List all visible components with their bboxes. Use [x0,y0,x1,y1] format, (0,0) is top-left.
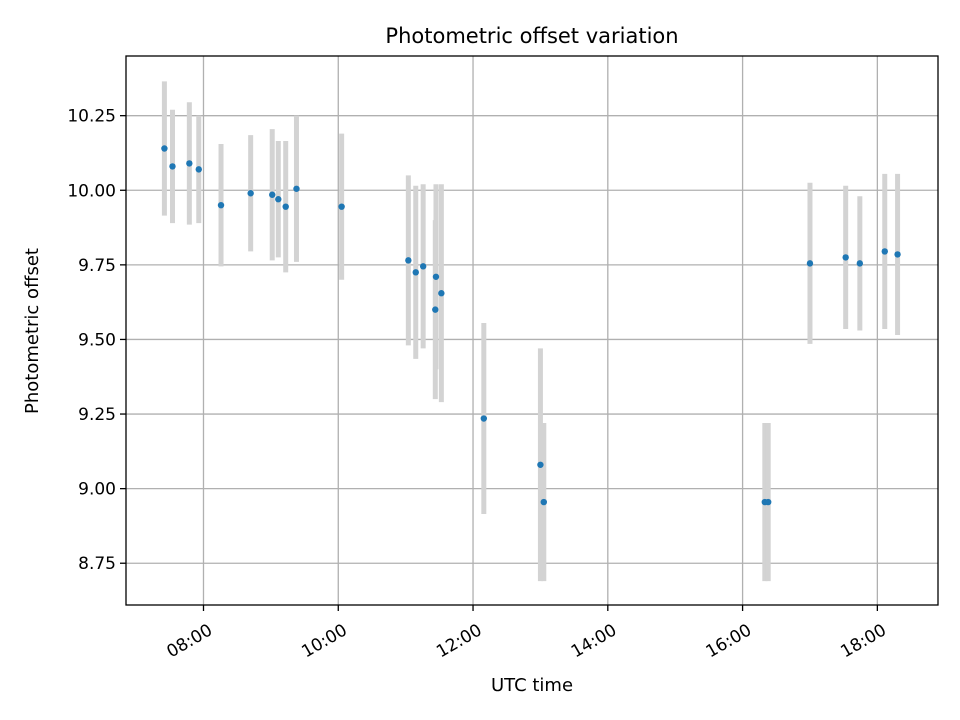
errorbar-layer [161,81,901,582]
y-tick-label: 10.25 [67,107,116,127]
data-point [405,257,412,264]
data-point [195,166,202,173]
data-point [282,203,289,210]
y-axis-label: Photometric offset [22,248,43,414]
data-point [293,185,300,192]
x-axis-ticks: 08:00 10:00 12:00 14:00 16:00 18:00 [164,605,890,662]
point-layer [161,145,901,506]
data-point [169,163,176,170]
x-tick-label: 16:00 [703,620,755,662]
data-point [432,306,439,313]
data-point [247,190,254,197]
data-point [842,254,849,261]
plot-frame [125,55,939,606]
y-tick-label: 9.75 [78,256,116,276]
data-point [419,263,427,270]
grid-layer [126,56,938,605]
y-tick-label: 10.00 [67,181,116,201]
data-point [764,498,772,506]
data-point [480,415,488,422]
data-point [412,269,419,276]
data-point [217,201,225,209]
data-point [275,196,282,203]
data-point [438,290,445,297]
x-axis-label: UTC time [491,675,573,696]
y-tick-label: 8.75 [78,554,116,574]
data-point [540,498,547,506]
data-point [894,251,901,258]
data-point [269,191,276,198]
data-point [432,273,440,280]
y-tick-label: 9.50 [78,330,116,350]
y-tick-label: 9.25 [78,405,116,425]
data-point [806,260,814,267]
x-tick-label: 18:00 [837,620,889,662]
data-point [161,145,168,152]
data-point [856,260,864,267]
y-axis-ticks: 8.75 9.00 9.25 9.50 9.75 10.00 10.25 [67,107,126,574]
y-tick-label: 9.00 [78,480,116,500]
x-tick-label: 14:00 [568,620,620,662]
data-point [338,203,345,210]
data-point [537,461,544,468]
data-point [881,248,888,255]
data-point [186,160,193,167]
x-tick-label: 08:00 [164,620,216,662]
x-tick-label: 10:00 [298,620,350,662]
chart-title: Photometric offset variation [385,24,678,48]
x-tick-label: 12:00 [433,620,485,662]
